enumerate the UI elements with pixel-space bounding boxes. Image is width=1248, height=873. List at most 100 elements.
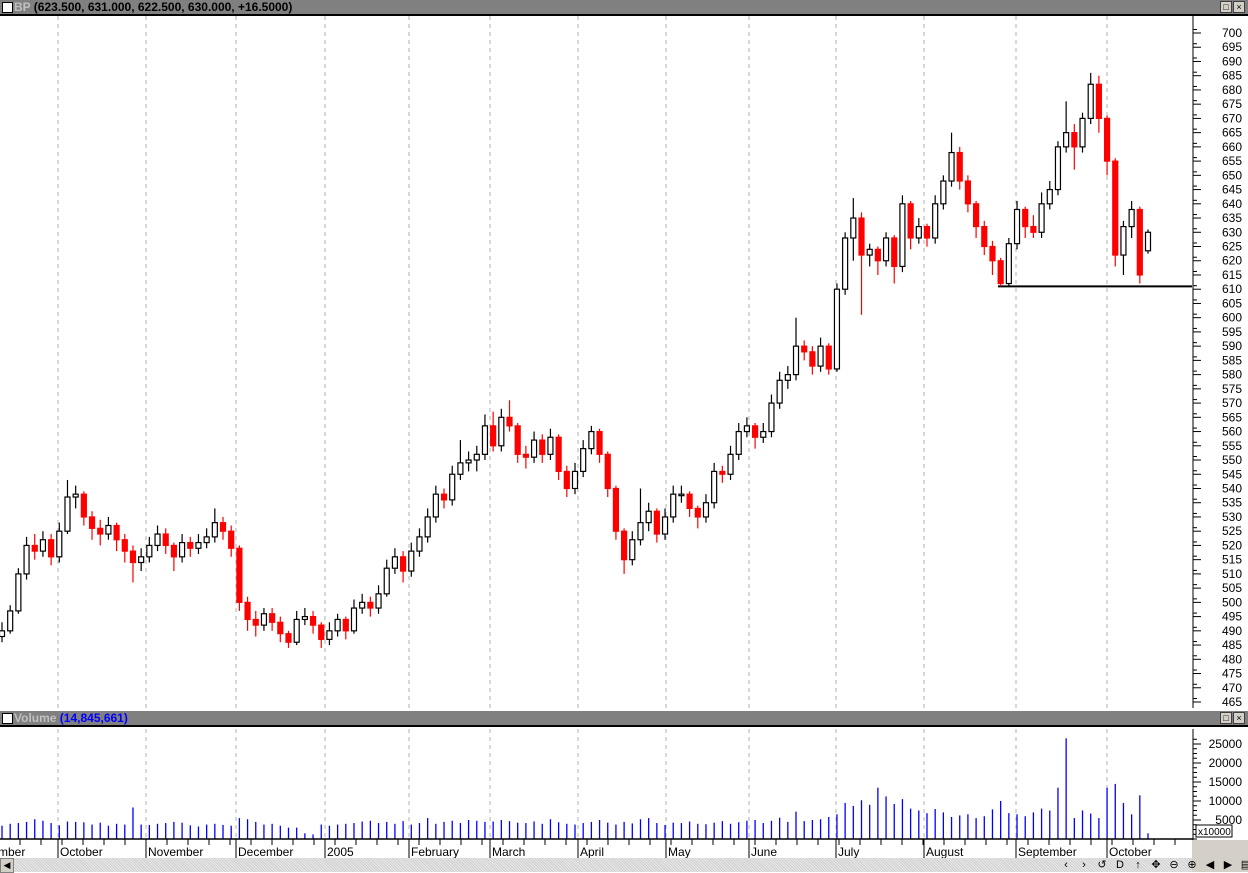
- candle-body: [506, 416, 513, 427]
- candle-body: [899, 203, 906, 268]
- candle-body: [424, 516, 431, 538]
- properties-icon[interactable]: ▤: [1240, 859, 1248, 871]
- candlestick: [735, 423, 742, 461]
- candlestick: [1063, 101, 1070, 153]
- scroll-left-button[interactable]: ◀: [0, 858, 14, 873]
- candle-body: [555, 436, 562, 473]
- candlestick: [39, 531, 47, 557]
- candle-body: [923, 225, 931, 239]
- move-up-icon[interactable]: ↑: [1135, 859, 1141, 871]
- candlestick: [72, 485, 79, 509]
- candlestick: [670, 485, 677, 523]
- candlestick: [1095, 75, 1102, 133]
- candlestick: [923, 223, 931, 247]
- maximize-button[interactable]: □: [1220, 712, 1232, 724]
- candlestick: [23, 536, 30, 580]
- candle-body: [850, 217, 857, 239]
- candlestick: [88, 511, 96, 540]
- volume-title: Volume: [14, 711, 57, 725]
- candlestick: [1120, 220, 1127, 275]
- candle-body: [293, 618, 300, 643]
- pan-icon[interactable]: ✥: [1151, 859, 1161, 871]
- candle-body: [989, 245, 996, 262]
- date-icon[interactable]: D: [1116, 859, 1124, 871]
- maximize-button[interactable]: □: [1220, 1, 1232, 13]
- price-tick-label: 670: [1222, 111, 1242, 125]
- candle-body: [678, 493, 685, 497]
- candlestick: [629, 531, 636, 566]
- horizontal-scrollbar[interactable]: ◀: [0, 858, 1192, 873]
- candle-body: [1087, 83, 1094, 120]
- candle-body: [236, 547, 243, 603]
- candlestick: [318, 622, 325, 648]
- scroll-left-icon[interactable]: ‹: [1064, 859, 1068, 871]
- candle-body: [154, 533, 161, 547]
- candle-body: [129, 550, 137, 564]
- candlestick: [260, 608, 268, 631]
- candle-body: [39, 539, 47, 552]
- volume-tick-label: 15000: [1209, 775, 1243, 789]
- candlestick: [711, 462, 718, 509]
- candlestick: [367, 596, 374, 617]
- candlestick: [842, 232, 849, 295]
- candle-body: [170, 544, 177, 558]
- candlestick: [56, 522, 63, 563]
- candle-body: [490, 425, 497, 447]
- price-tick-label: 590: [1222, 339, 1242, 353]
- candlestick: [154, 525, 161, 552]
- candle-body: [391, 556, 399, 569]
- scroll-right-icon[interactable]: ›: [1082, 859, 1086, 871]
- candlestick: [326, 622, 333, 646]
- close-button[interactable]: ×: [1233, 1, 1245, 13]
- candle-body: [997, 260, 1004, 285]
- month-label: October: [1109, 845, 1152, 859]
- prev-icon[interactable]: ◀: [1205, 859, 1215, 871]
- candle-body: [596, 430, 603, 455]
- candlestick: [882, 232, 890, 267]
- close-button[interactable]: ×: [1233, 712, 1245, 724]
- month-label: October: [60, 845, 103, 859]
- candle-body: [138, 556, 145, 564]
- candlestick: [792, 317, 800, 381]
- candle-body: [514, 425, 521, 455]
- candle-body: [580, 448, 587, 473]
- candle-body: [383, 567, 390, 595]
- candlestick: [1071, 124, 1078, 170]
- price-tick-label: 475: [1222, 667, 1242, 681]
- candle-body: [1103, 117, 1111, 162]
- candle-body: [686, 493, 693, 510]
- volume-tick-label: 20000: [1209, 756, 1243, 770]
- panel-toggle-icon[interactable]: [2, 2, 13, 13]
- price-tick-label: 465: [1222, 695, 1242, 709]
- candle-body: [882, 237, 890, 262]
- price-tick-label: 685: [1222, 69, 1242, 83]
- month-label: November: [148, 845, 203, 859]
- zoom-out-icon[interactable]: ⊖: [1169, 859, 1179, 871]
- candle-body: [932, 203, 939, 239]
- candle-body: [7, 610, 14, 632]
- candle-body: [743, 425, 751, 433]
- zoom-in-icon[interactable]: ⊕: [1187, 859, 1197, 871]
- candle-body: [48, 539, 55, 558]
- candle-body: [277, 621, 284, 635]
- candlestick: [146, 536, 153, 563]
- candlestick: [440, 488, 448, 509]
- refresh-icon[interactable]: ↺: [1097, 859, 1107, 871]
- candlestick: [743, 417, 751, 438]
- candlestick: [252, 610, 259, 637]
- price-tick-label: 575: [1222, 382, 1242, 396]
- price-tick-label: 505: [1222, 581, 1242, 595]
- candlestick: [866, 243, 873, 267]
- candlestick: [1079, 112, 1086, 153]
- next-icon[interactable]: ▶: [1223, 859, 1233, 871]
- volume-unit-box: [1195, 824, 1233, 838]
- panel-toggle-icon[interactable]: [2, 713, 13, 724]
- price-tick-label: 545: [1222, 467, 1242, 481]
- axis-corner: [1192, 840, 1248, 858]
- candlestick: [432, 485, 439, 523]
- price-tick-label: 655: [1222, 154, 1242, 168]
- price-tick-label: 510: [1222, 567, 1242, 581]
- candlestick: [31, 534, 38, 560]
- candle-body: [711, 470, 718, 504]
